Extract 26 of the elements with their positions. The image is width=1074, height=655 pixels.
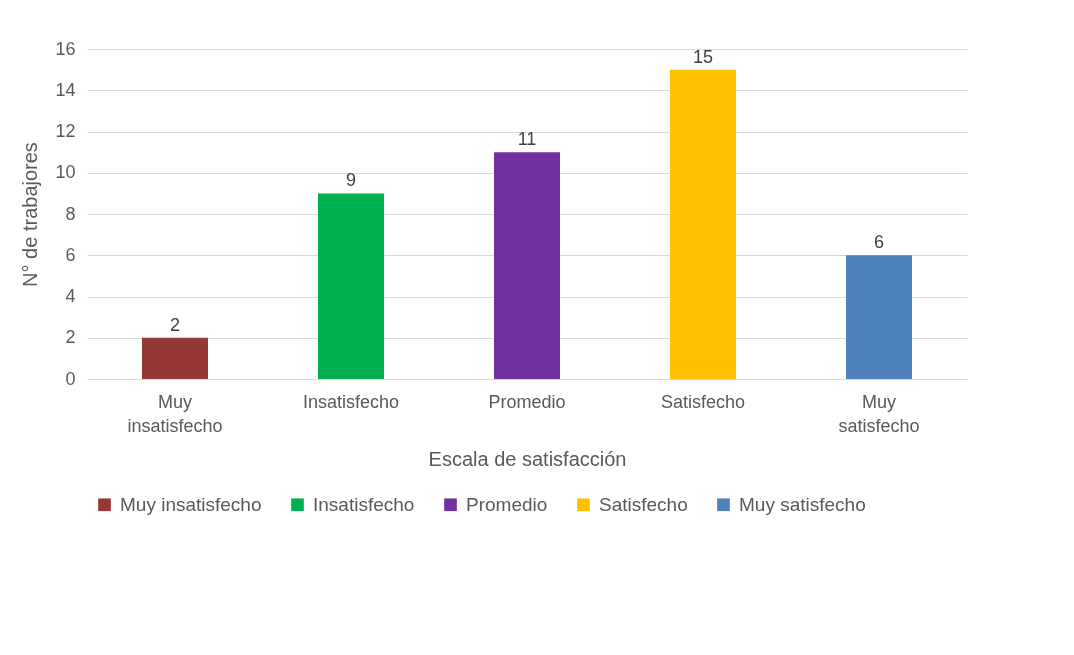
data-label: 11 <box>517 129 537 150</box>
y-axis-title: N° de trabajores <box>19 142 42 287</box>
legend-label: Muy insatisfecho <box>120 493 262 515</box>
x-tick-label: Insatisfecho <box>302 391 400 412</box>
y-tick-label: 16 <box>55 38 76 59</box>
y-tick-label: 12 <box>55 121 76 141</box>
y-tick-label: 10 <box>55 162 76 183</box>
x-tick-label: Muy satisfecho <box>838 391 920 436</box>
legend-label: Satisfecho <box>599 493 688 515</box>
x-tick-label: Muy insatisfecho <box>127 391 223 436</box>
y-tick-label: 4 <box>65 286 76 306</box>
y-tick-label: 0 <box>65 368 76 389</box>
y-tick-label: 2 <box>65 327 76 348</box>
x-axis-title: Escala de satisfacción <box>428 447 627 470</box>
data-label: 2 <box>169 314 181 335</box>
data-label: 9 <box>345 170 357 191</box>
x-tick-label: Promedio <box>488 391 566 412</box>
y-tick-label: 6 <box>65 244 76 265</box>
y-tick-label: 8 <box>65 203 76 224</box>
legend-label: Muy satisfecho <box>739 493 866 515</box>
y-tick-label: 14 <box>55 79 76 100</box>
x-tick-label: Satisfecho <box>660 391 746 412</box>
legend-label: Insatisfecho <box>313 493 415 515</box>
data-label: 15 <box>692 46 714 67</box>
legend-label: Promedio <box>466 493 548 515</box>
data-label: 6 <box>873 232 885 253</box>
